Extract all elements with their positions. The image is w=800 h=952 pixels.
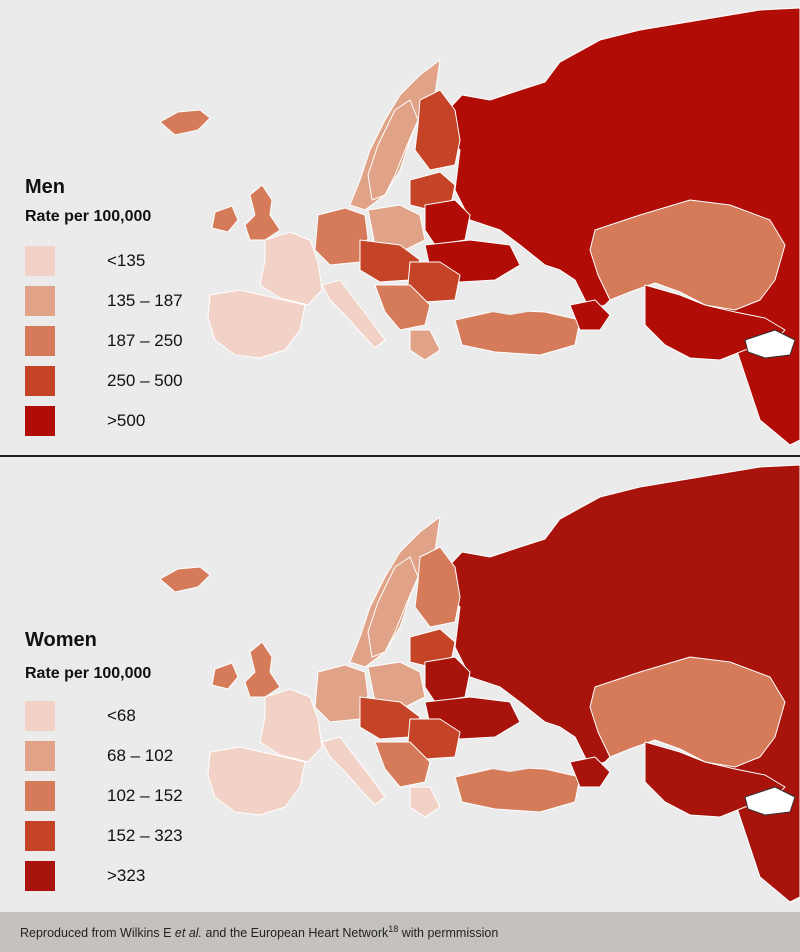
legend-swatch <box>25 861 55 891</box>
legend-label: <135 <box>107 251 146 270</box>
region-iceland <box>159 566 211 593</box>
legend-swatch <box>25 366 55 396</box>
region-great-britain <box>244 184 281 241</box>
region-caucasus <box>569 299 611 331</box>
women-legend-item: 102 – 152 <box>25 781 183 811</box>
men-map-panel: Men Rate per 100,000 <135 135 – 187 187 … <box>0 0 800 455</box>
legend-label: >323 <box>107 866 146 885</box>
region-belarus <box>424 656 471 703</box>
region-ireland <box>211 205 239 233</box>
legend-label: >500 <box>107 411 146 430</box>
legend-swatch <box>25 286 55 316</box>
men-legend-subtitle: Rate per 100,000 <box>25 208 152 225</box>
legend-swatch <box>25 821 55 851</box>
black-sea <box>470 742 540 772</box>
legend-swatch <box>25 326 55 356</box>
women-map-panel: Women Rate per 100,000 <68 68 – 102 102 … <box>0 457 800 912</box>
credit-reference: 18 <box>388 924 399 934</box>
women-legend-item: 68 – 102 <box>25 741 173 771</box>
region-greece <box>409 329 441 361</box>
source-credit: Reproduced from Wilkins E et al. and the… <box>20 924 498 940</box>
legend-label: 152 – 323 <box>107 826 183 845</box>
region-china-outline <box>744 786 796 816</box>
legend-swatch <box>25 781 55 811</box>
region-kazakhstan <box>589 199 786 311</box>
region-caucasus <box>569 756 611 788</box>
legend-swatch <box>25 246 55 276</box>
region-finland <box>414 89 461 171</box>
women-choropleth-map <box>159 464 800 903</box>
credit-text: and the European Heart Network <box>202 926 389 941</box>
region-balkans <box>374 284 431 331</box>
men-legend-item: 187 – 250 <box>25 326 183 356</box>
region-sweden <box>367 99 419 201</box>
region-ireland <box>211 662 239 690</box>
region-italy <box>321 279 386 349</box>
source-footer: Reproduced from Wilkins E et al. and the… <box>0 912 800 952</box>
region-great-britain <box>244 641 281 698</box>
region-france <box>259 231 323 306</box>
region-italy <box>321 736 386 806</box>
region-kazakhstan <box>589 656 786 768</box>
men-legend-title: Men <box>25 176 65 198</box>
region-sweden <box>367 556 419 658</box>
legend-label: 250 – 500 <box>107 371 183 390</box>
credit-text: Reproduced from Wilkins E <box>20 926 175 941</box>
region-france <box>259 688 323 763</box>
women-legend-title: Women <box>25 629 97 651</box>
women-legend-item: >323 <box>25 861 145 891</box>
legend-swatch <box>25 741 55 771</box>
legend-label: 68 – 102 <box>107 746 174 765</box>
region-greece <box>409 786 441 818</box>
legend-swatch <box>25 406 55 436</box>
women-legend-item: 152 – 323 <box>25 821 183 851</box>
black-sea <box>470 285 540 315</box>
legend-label: 187 – 250 <box>107 331 183 350</box>
region-turkey <box>454 309 581 356</box>
legend-label: 135 – 187 <box>107 291 183 310</box>
men-choropleth-map <box>159 7 800 446</box>
men-legend-item: >500 <box>25 406 145 436</box>
men-legend-item: 250 – 500 <box>25 366 183 396</box>
region-finland <box>414 546 461 628</box>
credit-italic: et al. <box>174 926 203 941</box>
credit-text: with permmission <box>398 926 499 941</box>
region-turkey <box>454 766 581 813</box>
women-legend-subtitle: Rate per 100,000 <box>25 665 152 682</box>
women-legend-item: <68 <box>25 701 136 731</box>
panel-divider <box>0 455 800 457</box>
legend-label: 102 – 152 <box>107 786 183 805</box>
region-iberia <box>207 746 306 816</box>
region-china-outline <box>744 329 796 359</box>
region-belarus <box>424 199 471 246</box>
region-balkans <box>374 741 431 788</box>
legend-label: <68 <box>107 706 136 725</box>
men-legend-item: <135 <box>25 246 145 276</box>
legend-swatch <box>25 701 55 731</box>
region-iceland <box>159 109 211 136</box>
region-iberia <box>207 289 306 359</box>
men-legend-item: 135 – 187 <box>25 286 183 316</box>
